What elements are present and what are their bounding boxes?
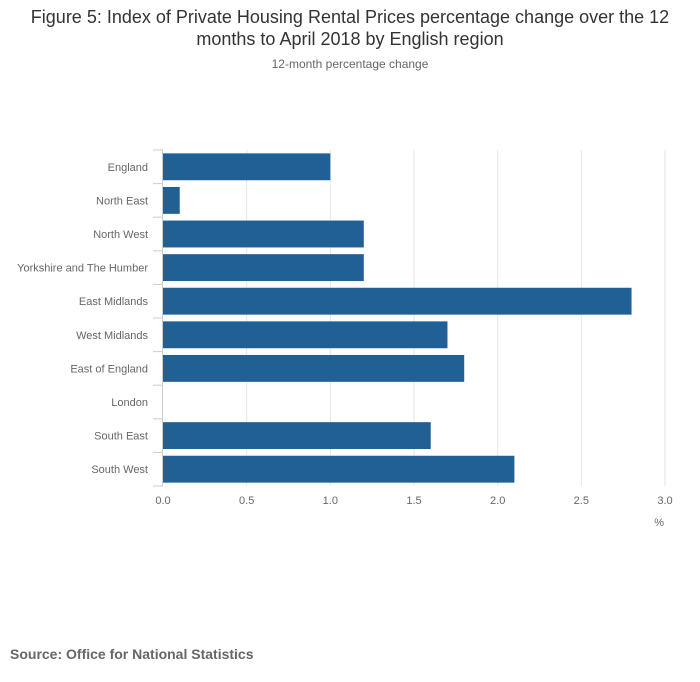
category-label: England bbox=[108, 162, 148, 174]
chart-title: Figure 5: Index of Private Housing Renta… bbox=[30, 7, 670, 49]
bar bbox=[163, 287, 632, 315]
source-note: Source: Office for National Statistics bbox=[10, 646, 254, 662]
category-label: London bbox=[111, 397, 148, 409]
x-tick-label: 0.0 bbox=[155, 495, 170, 507]
category-label: South East bbox=[94, 431, 148, 443]
x-tick-label: 1.5 bbox=[406, 495, 421, 507]
bar bbox=[163, 354, 465, 382]
bar bbox=[163, 321, 448, 349]
x-tick-label: 2.5 bbox=[574, 495, 589, 507]
category-label: South West bbox=[91, 464, 148, 476]
bar-chart: England North East North West Yorkshire and… bbox=[17, 149, 673, 529]
x-tick-label: 1.0 bbox=[323, 495, 338, 507]
bar bbox=[163, 186, 180, 214]
category-label: West Midlands bbox=[76, 330, 148, 342]
x-tick-label: 0.5 bbox=[239, 495, 254, 507]
bar bbox=[163, 153, 331, 181]
bar bbox=[163, 220, 364, 248]
x-tick-label: 2.0 bbox=[490, 495, 505, 507]
bar bbox=[163, 422, 431, 450]
x-tick-label: 3.0 bbox=[657, 495, 672, 507]
category-label: North West bbox=[93, 229, 148, 241]
bar bbox=[163, 254, 364, 282]
category-label: North East bbox=[96, 195, 148, 207]
chart-subtitle: 12-month percentage change bbox=[271, 57, 429, 71]
category-label: East of England bbox=[70, 363, 148, 375]
category-label: East Midlands bbox=[79, 296, 149, 308]
x-axis-label: % bbox=[654, 517, 664, 529]
bar bbox=[163, 455, 515, 483]
category-label: Yorkshire and The Humber bbox=[17, 263, 148, 275]
